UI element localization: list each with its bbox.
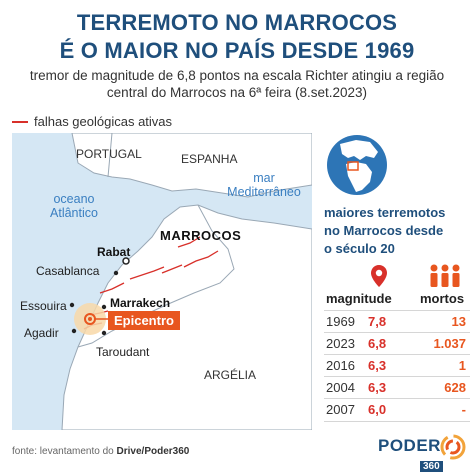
table-row: 2023 6,8 1.037 bbox=[324, 332, 470, 355]
source-note: fonte: levantamento do Drive/Poder360 bbox=[12, 446, 190, 457]
column-deaths: mortos bbox=[420, 291, 465, 306]
fault-legend-swatch bbox=[12, 121, 28, 123]
epicenter-label: Epicentro bbox=[108, 311, 180, 330]
location-pin-icon bbox=[371, 265, 387, 287]
label-portugal: PORTUGAL bbox=[76, 147, 142, 161]
fault-line bbox=[129, 266, 165, 280]
row-magnitude: 6,8 bbox=[368, 336, 387, 351]
label-mediterranean: mar Mediterrâneo bbox=[227, 171, 301, 199]
africa-landmass bbox=[61, 204, 312, 430]
page-title-line1: TERREMOTO NO MARROCOS bbox=[76, 10, 398, 35]
globe-icon bbox=[327, 135, 387, 195]
marrakech-dot bbox=[101, 304, 107, 310]
agadir-dot bbox=[71, 328, 77, 334]
row-magnitude: 6,3 bbox=[368, 380, 387, 395]
poder360-logo: PODER 360 bbox=[378, 436, 443, 474]
fault-line bbox=[161, 264, 183, 274]
label-algeria: ARGÉLIA bbox=[204, 368, 257, 382]
row-magnitude: 6,0 bbox=[368, 402, 387, 417]
morocco-map bbox=[12, 133, 312, 430]
row-year: 1969 bbox=[326, 314, 355, 329]
page-title-line2: É O MAIOR NO PAÍS DESDE 1969 bbox=[59, 38, 415, 63]
fault-legend-label: falhas geológicas ativas bbox=[34, 114, 173, 129]
casablanca-dot bbox=[113, 270, 119, 276]
row-deaths: 1.037 bbox=[433, 336, 466, 351]
label-rabat: Rabat bbox=[97, 245, 131, 259]
rabat-dot bbox=[122, 257, 130, 265]
label-casablanca: Casablanca bbox=[36, 264, 100, 278]
logo-subtext: 360 bbox=[420, 461, 443, 472]
table-row: 2016 6,3 1 bbox=[324, 354, 470, 377]
essaouira-dot bbox=[69, 302, 75, 308]
row-deaths: 628 bbox=[444, 380, 466, 395]
fault-line bbox=[183, 250, 219, 268]
logo-swirl-icon bbox=[440, 434, 466, 460]
label-essaouira: Essouira bbox=[20, 299, 67, 313]
iberia-landmass bbox=[71, 133, 312, 198]
row-year: 2004 bbox=[326, 380, 355, 395]
label-spain: ESPANHA bbox=[181, 152, 238, 166]
morocco-border bbox=[77, 204, 235, 348]
epicenter-dot bbox=[88, 317, 92, 321]
globe-europe bbox=[340, 140, 378, 160]
label-taroudant: Taroudant bbox=[96, 345, 150, 359]
subtitle-line1: tremor de magnitude de 6,8 pontos na esc… bbox=[29, 68, 445, 83]
sidebar-heading: maiores terremotos no Marrocos desde o s… bbox=[324, 205, 446, 256]
table-row: 2007 6,0 - bbox=[324, 398, 470, 422]
taroudant-dot bbox=[101, 330, 107, 336]
label-marrakech: Marrakech bbox=[110, 296, 171, 310]
row-magnitude: 6,3 bbox=[368, 358, 387, 373]
table-row: 2004 6,3 628 bbox=[324, 376, 470, 399]
row-year: 2016 bbox=[326, 358, 355, 373]
fault-line bbox=[99, 282, 125, 294]
row-deaths: 13 bbox=[451, 314, 466, 329]
row-deaths: 1 bbox=[458, 358, 466, 373]
logo-text: PODER bbox=[378, 436, 441, 455]
label-agadir: Agadir bbox=[24, 326, 59, 340]
people-icon bbox=[430, 264, 460, 287]
column-magnitude: magnitude bbox=[326, 291, 392, 306]
globe-highlight bbox=[347, 161, 359, 171]
row-year: 2007 bbox=[326, 402, 355, 417]
label-morocco: MARROCOS bbox=[160, 228, 242, 243]
row-deaths: - bbox=[461, 402, 466, 417]
row-year: 2023 bbox=[326, 336, 355, 351]
table-row: 1969 7,8 13 bbox=[324, 310, 470, 333]
subtitle-line2: central do Marrocos na 6ª feira (8.set.2… bbox=[106, 85, 368, 100]
fault-line bbox=[177, 236, 201, 248]
portugal-spain-border bbox=[107, 133, 113, 178]
label-atlantic: oceano Atlântico bbox=[50, 192, 98, 220]
row-magnitude: 7,8 bbox=[368, 314, 387, 329]
